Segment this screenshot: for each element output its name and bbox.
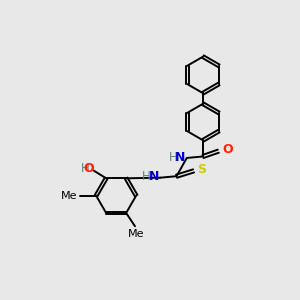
- Text: O: O: [222, 143, 233, 156]
- Text: H: H: [169, 151, 177, 164]
- Text: H: H: [81, 162, 89, 175]
- Text: N: N: [148, 170, 159, 183]
- Text: Me: Me: [61, 190, 78, 201]
- Text: N: N: [175, 151, 185, 164]
- Text: S: S: [197, 163, 206, 176]
- Text: Me: Me: [128, 229, 145, 239]
- Text: H: H: [142, 170, 151, 183]
- Text: O: O: [84, 162, 94, 175]
